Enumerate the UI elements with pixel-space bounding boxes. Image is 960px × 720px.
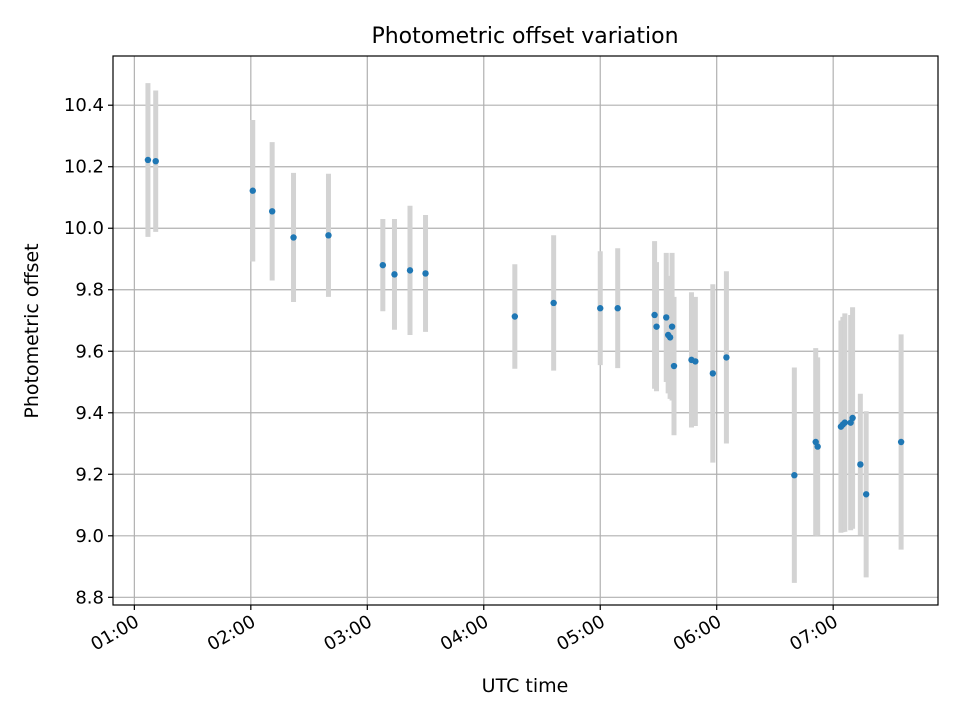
data-point: [670, 362, 678, 370]
data-point: [692, 358, 699, 365]
y-tick-label: 9.2: [75, 464, 104, 485]
data-point: [651, 311, 658, 319]
x-tick-label: 01:00: [87, 611, 142, 655]
y-tick-label: 10.4: [64, 95, 104, 116]
data-point: [391, 271, 398, 278]
data-point: [663, 314, 670, 321]
y-axis-label: Photometric offset: [21, 243, 43, 418]
error-bars: [145, 83, 904, 583]
data-point: [709, 370, 717, 377]
data-point: [862, 491, 870, 498]
data-point: [897, 438, 905, 446]
data-point: [814, 443, 821, 450]
data-point: [325, 232, 332, 239]
data-point: [422, 270, 429, 277]
x-axis-label: UTC time: [482, 675, 569, 697]
data-point: [849, 414, 856, 422]
data-point: [597, 305, 604, 312]
data-point: [290, 234, 297, 241]
data-point: [791, 472, 798, 479]
data-point: [841, 419, 849, 426]
data-point: [668, 323, 676, 330]
data-points: [144, 156, 905, 498]
x-tick-label: 07:00: [786, 611, 841, 655]
x-tick-label: 03:00: [320, 611, 375, 655]
data-point: [666, 334, 674, 341]
data-point: [144, 156, 152, 164]
plot-frame: [112, 55, 939, 606]
y-tick-label: 8.8: [75, 587, 104, 608]
y-tick-label: 10.0: [64, 218, 104, 239]
x-tick-label: 04:00: [437, 611, 492, 655]
x-axis-ticks: 01:00 02:00 03:00 04:00 05:00 06:00 07:00: [87, 605, 842, 655]
data-point: [550, 299, 557, 307]
y-tick-label: 10.2: [64, 157, 104, 178]
y-axis-ticks: 8.8 9.0 9.2 9.4 9.6 9.8 10.0 10.2 10.4: [64, 95, 113, 608]
data-point: [249, 187, 256, 194]
data-point: [857, 461, 864, 468]
y-tick-label: 9.8: [75, 280, 104, 301]
x-tick-label: 06:00: [670, 611, 725, 655]
data-point: [614, 305, 621, 312]
chart-title: Photometric offset variation: [371, 24, 678, 49]
data-point: [406, 267, 414, 274]
data-point: [723, 354, 730, 361]
data-point: [152, 157, 159, 165]
x-tick-label: 02:00: [204, 611, 259, 655]
y-tick-label: 9.4: [75, 403, 104, 424]
data-point: [511, 313, 519, 320]
y-tick-label: 9.0: [75, 526, 104, 547]
data-point: [268, 208, 276, 215]
data-point: [379, 261, 387, 269]
y-tick-label: 9.6: [75, 341, 104, 362]
x-tick-label: 05:00: [553, 611, 608, 655]
data-point: [653, 323, 660, 330]
